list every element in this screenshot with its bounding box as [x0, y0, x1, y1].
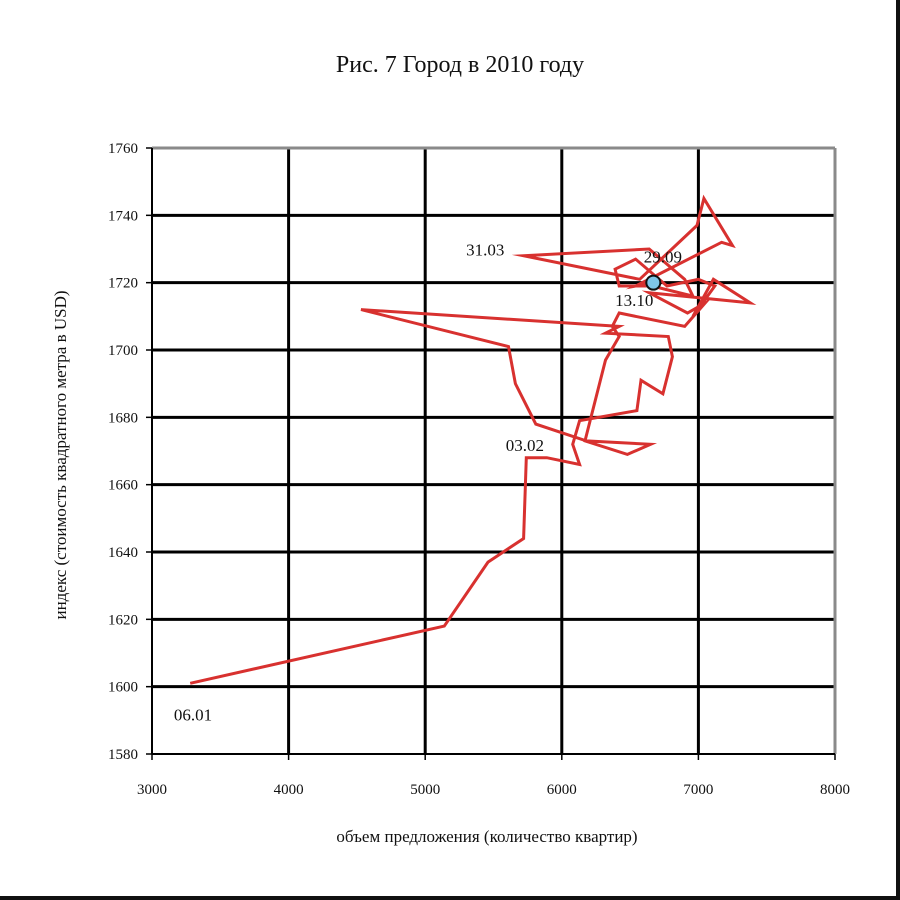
- x-tick-labels: 3000 4000 5000 6000 7000 8000: [137, 782, 850, 798]
- series-line: [189, 194, 757, 685]
- x-tick-label: 3000: [137, 782, 167, 798]
- x-tick-label: 7000: [683, 782, 713, 798]
- date-annotation: 03.02: [506, 436, 544, 455]
- y-tick-label: 1740: [108, 208, 138, 224]
- y-tick-label: 1580: [108, 747, 138, 763]
- x-tick-label: 6000: [547, 782, 577, 798]
- y-tick-label: 1660: [108, 478, 138, 494]
- y-tick-label: 1640: [108, 545, 138, 561]
- highlight-point-marker: [645, 274, 662, 291]
- chart-title: Рис. 7 Город в 2010 году: [336, 52, 584, 78]
- annotations: 06.01 03.02 31.03 29.09 13.10: [174, 241, 682, 725]
- date-annotation: 29.09: [644, 247, 682, 266]
- date-annotation: 31.03: [466, 241, 504, 260]
- x-tick-label: 4000: [274, 782, 304, 798]
- date-annotation: 13.10: [615, 291, 653, 310]
- series-group: [189, 194, 757, 685]
- date-annotation: 06.01: [174, 705, 212, 724]
- x-tick-label: 8000: [820, 782, 850, 798]
- plot-border: [151, 146, 837, 755]
- y-tick-label: 1720: [108, 276, 138, 292]
- y-axis-label: индекс (стоимость квадратного метра в US…: [51, 290, 70, 619]
- y-tick-label: 1700: [108, 343, 138, 359]
- x-axis-label: объем предложения (количество квартир): [336, 827, 637, 846]
- y-tick-label: 1600: [108, 680, 138, 696]
- y-tick-label: 1680: [108, 410, 138, 426]
- x-tick-label: 5000: [410, 782, 440, 798]
- y-tick-labels: 1580 1600 1620 1640 1660 1680 1700 1720 1740 1760: [108, 141, 138, 763]
- y-tick-label: 1620: [108, 612, 138, 628]
- y-tick-label: 1760: [108, 141, 138, 157]
